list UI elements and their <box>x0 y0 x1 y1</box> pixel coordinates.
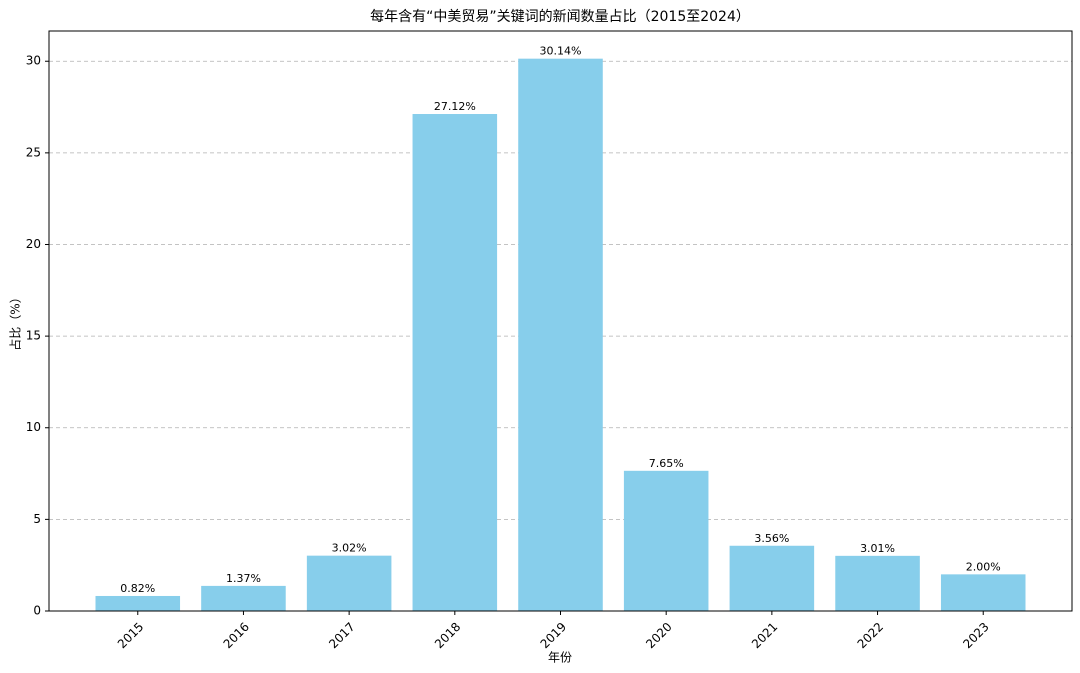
bar <box>623 470 709 611</box>
y-tick-label: 20 <box>26 237 41 251</box>
chart-title: 每年含有“中美贸易”关键词的新闻数量占比（2015至2024） <box>370 9 750 25</box>
value-label: 3.56% <box>754 532 789 545</box>
bar <box>835 555 920 611</box>
x-tick-label: 2023 <box>960 620 991 651</box>
y-tick-label: 10 <box>26 420 41 434</box>
x-tick-label: 2019 <box>538 620 569 651</box>
y-tick-label: 30 <box>26 54 41 68</box>
value-label: 30.14% <box>540 45 582 58</box>
bar <box>729 545 815 611</box>
x-axis-label: 年份 <box>548 651 572 665</box>
value-label: 1.37% <box>226 572 261 585</box>
value-label: 2.00% <box>966 560 1001 573</box>
y-tick-label: 25 <box>26 145 41 159</box>
value-label: 3.02% <box>332 542 367 555</box>
x-tick-label: 2016 <box>221 620 252 651</box>
x-tick-label: 2021 <box>749 620 780 651</box>
bar <box>201 585 286 611</box>
x-tick-label: 2015 <box>115 620 146 651</box>
value-label: 3.01% <box>860 542 895 555</box>
bar <box>518 58 603 612</box>
y-tick-label: 0 <box>33 604 41 618</box>
value-label: 27.12% <box>434 100 476 113</box>
plot-frame <box>48 30 1073 612</box>
value-label: 0.82% <box>120 582 155 595</box>
x-tick-label: 2020 <box>643 620 674 651</box>
x-tick-label: 2018 <box>432 620 463 651</box>
y-axis-label: 占比（%） <box>8 291 23 350</box>
x-tick-label: 2022 <box>855 620 886 651</box>
value-label: 7.65% <box>649 457 684 470</box>
y-tick-label: 5 <box>33 512 41 526</box>
x-tick-label: 2017 <box>326 620 357 651</box>
bar <box>940 574 1026 611</box>
bar <box>306 555 392 611</box>
y-tick-label: 15 <box>26 329 41 343</box>
bar <box>412 114 498 611</box>
bar <box>95 595 181 611</box>
